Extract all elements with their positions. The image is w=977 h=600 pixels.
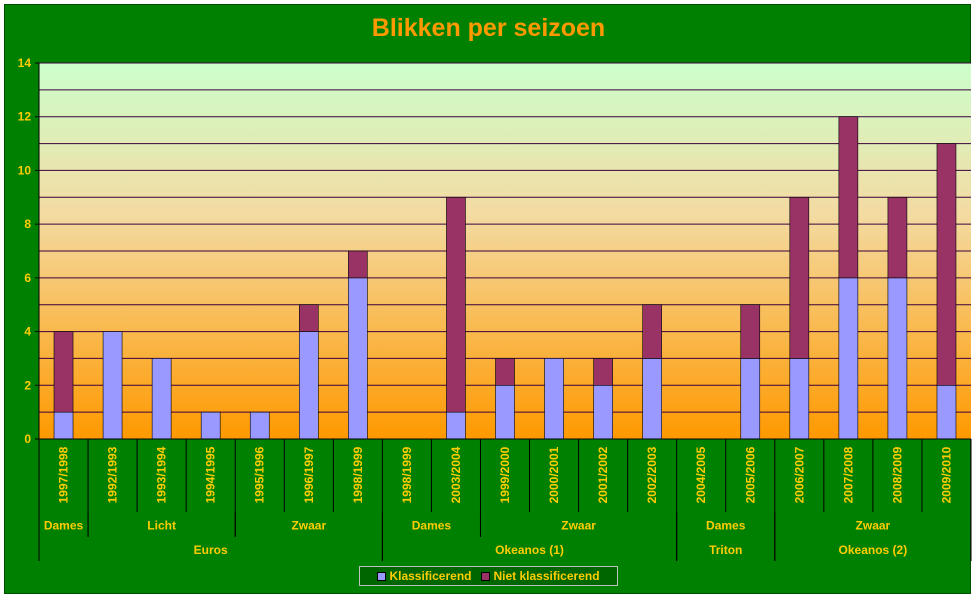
y-tick-label: 4 [24,325,31,339]
y-tick-label: 0 [24,432,31,446]
bar-klassificerend [838,277,859,440]
x-tick-label: 1992/1993 [106,446,120,503]
bar-niet-klassificerend [642,304,662,359]
x-tick-label: 2004/2005 [694,446,708,503]
bar-klassificerend [740,358,761,440]
x-tick-label: 1999/2000 [498,446,512,503]
y-axis: 0 2 4 6 8 10 12 14 [18,56,40,446]
bar-niet-klassificerend [887,196,908,279]
legend: Klassificerend Niet klassificerend [359,566,618,586]
legend-item-niet-klassificerend: Niet klassificerend [481,569,600,583]
y-tick-label: 6 [24,271,31,285]
bar-niet-klassificerend [789,196,810,359]
bar-niet-klassificerend [53,331,74,413]
bars [53,116,957,440]
x-tick-label: 1996/1997 [302,446,316,503]
group-label-weight: Dames [412,519,452,533]
bar-niet-klassificerend [348,250,368,279]
bar-niet-klassificerend [446,196,466,413]
group-label-boat: Okeanos (1) [495,543,564,557]
legend-swatch-icon [481,571,491,581]
x-tick-label: 2008/2009 [890,446,904,503]
group-label-weight: Zwaar [561,519,596,533]
legend-label: Niet klassificerend [493,569,600,583]
bar-klassificerend [495,384,515,440]
bar-klassificerend [593,384,613,440]
bar-klassificerend [446,411,466,440]
group-label-weight: Licht [147,519,176,533]
x-tick-label: 2003/2004 [449,446,463,503]
x-tick-label: 1997/1998 [57,446,71,503]
bar-niet-klassificerend [495,358,515,386]
legend-item-klassificerend: Klassificerend [377,569,471,583]
y-tick-label: 8 [24,217,31,231]
x-axis: 1997/1998 1992/1993 1993/1994 1994/1995 1995… [38,438,972,561]
bar-klassificerend [348,277,368,440]
bar-klassificerend [53,411,74,440]
x-tick-label: 2005/2006 [743,446,757,503]
group-label-weight: Zwaar [856,519,891,533]
group-label-boat: Okeanos (2) [839,543,908,557]
x-tick-label: 2009/2010 [939,446,953,503]
bar-klassificerend [642,358,662,440]
x-tick-label: 2002/2003 [645,446,659,503]
y-tick-label: 14 [18,56,32,70]
y-tick-label: 10 [18,163,32,177]
bar-niet-klassificerend [936,143,957,386]
bar-klassificerend [298,331,319,440]
bar-klassificerend [936,384,957,440]
bar-klassificerend [200,411,221,440]
group-label-weight: Dames [706,519,746,533]
x-tick-label: 2007/2008 [841,446,855,503]
bar-klassificerend [544,358,564,440]
legend-swatch-icon [377,571,387,581]
bar-klassificerend [789,358,810,440]
bar-klassificerend [102,331,123,440]
bar-klassificerend [249,411,270,440]
x-tick-label: 1993/1994 [155,446,169,503]
x-tick-label: 1998/1999 [400,446,414,503]
bar-klassificerend [887,277,908,440]
y-tick-label: 2 [24,378,31,392]
group-label-weight: Dames [44,519,84,533]
y-tick-label: 12 [18,110,32,124]
bar-klassificerend [151,358,172,440]
x-tick-label: 2001/2002 [596,446,610,503]
bar-niet-klassificerend [593,358,613,386]
group-label-weight: Zwaar [291,519,326,533]
x-tick-label: 1995/1996 [253,446,267,503]
chart-title: Blikken per seizoen [371,14,606,42]
legend-label: Klassificerend [389,569,472,583]
bar-niet-klassificerend [298,304,319,332]
bar-niet-klassificerend [838,116,859,279]
x-tick-label: 2000/2001 [547,446,561,503]
x-tick-label: 1994/1995 [204,446,218,503]
group-label-boat: Euros [194,543,228,557]
x-tick-label: 2006/2007 [792,446,806,503]
x-tick-label: 1998/1999 [351,446,365,503]
group-label-boat: Triton [709,543,742,557]
bar-niet-klassificerend [740,304,761,359]
